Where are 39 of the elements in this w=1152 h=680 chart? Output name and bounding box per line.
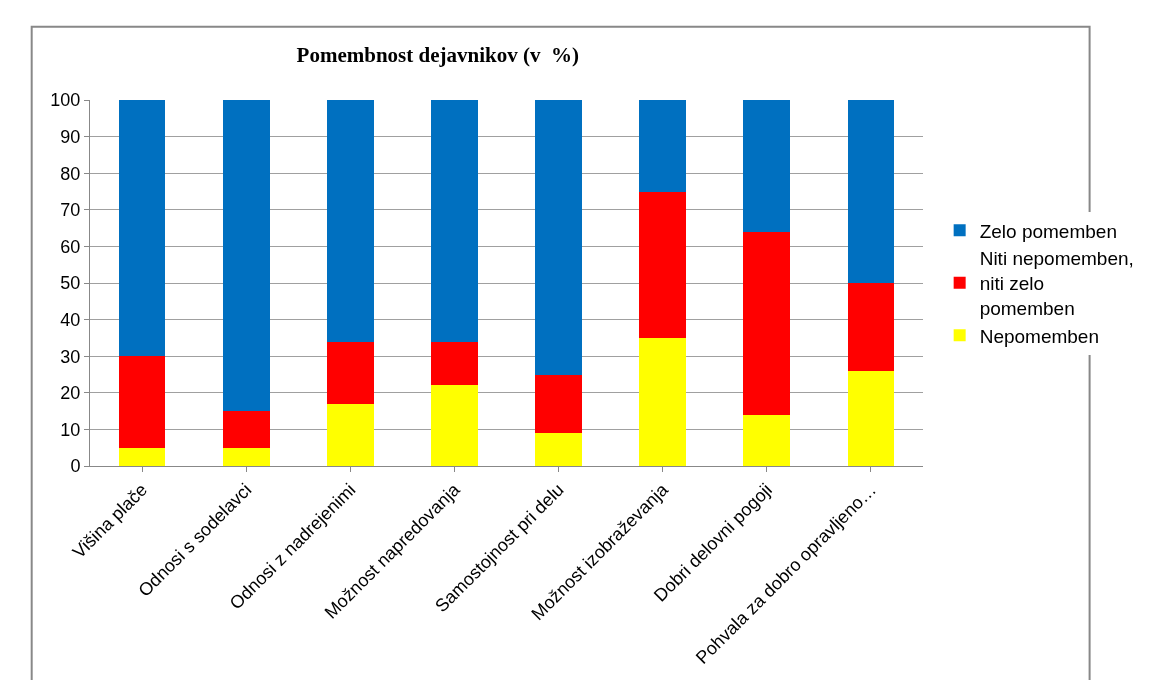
bar [431,385,478,466]
y-tick-label: 90 [60,126,81,147]
bar [222,447,270,466]
bar [847,100,895,283]
bar [535,374,582,434]
y-tick-label: 50 [60,273,81,294]
bar [326,100,374,342]
legend-label: Nepomemben [979,325,1099,347]
bar [743,414,791,466]
bar [326,341,374,404]
legend-label: Niti nepomemben, niti zelo pomemben [979,248,1134,319]
bar [118,447,166,466]
bar [743,231,791,415]
bar [639,100,687,192]
bar [535,100,582,375]
bar [847,370,895,466]
bar [639,337,687,466]
bar [847,283,895,371]
y-tick-label: 100 [50,90,81,111]
y-tick-label: 80 [60,163,81,184]
bar [222,100,270,412]
bar [431,341,478,386]
y-tick-label: 0 [70,456,81,477]
y-tick-label: 60 [60,236,81,257]
bar [118,100,166,357]
chart-title: Pomembnost dejavnikov (v %) [296,43,579,68]
y-tick-label: 20 [60,383,81,404]
y-tick-label: 70 [60,200,81,221]
bar [431,100,478,342]
bar [639,191,687,338]
y-tick-label: 10 [60,419,81,440]
y-tick-label: 30 [60,346,81,367]
bar [326,403,374,466]
bar [535,433,582,466]
y-tick-label: 40 [60,309,81,330]
legend-label: Zelo pomemben [979,220,1117,242]
bar [743,100,791,232]
bar [222,411,270,448]
bar [118,356,166,448]
